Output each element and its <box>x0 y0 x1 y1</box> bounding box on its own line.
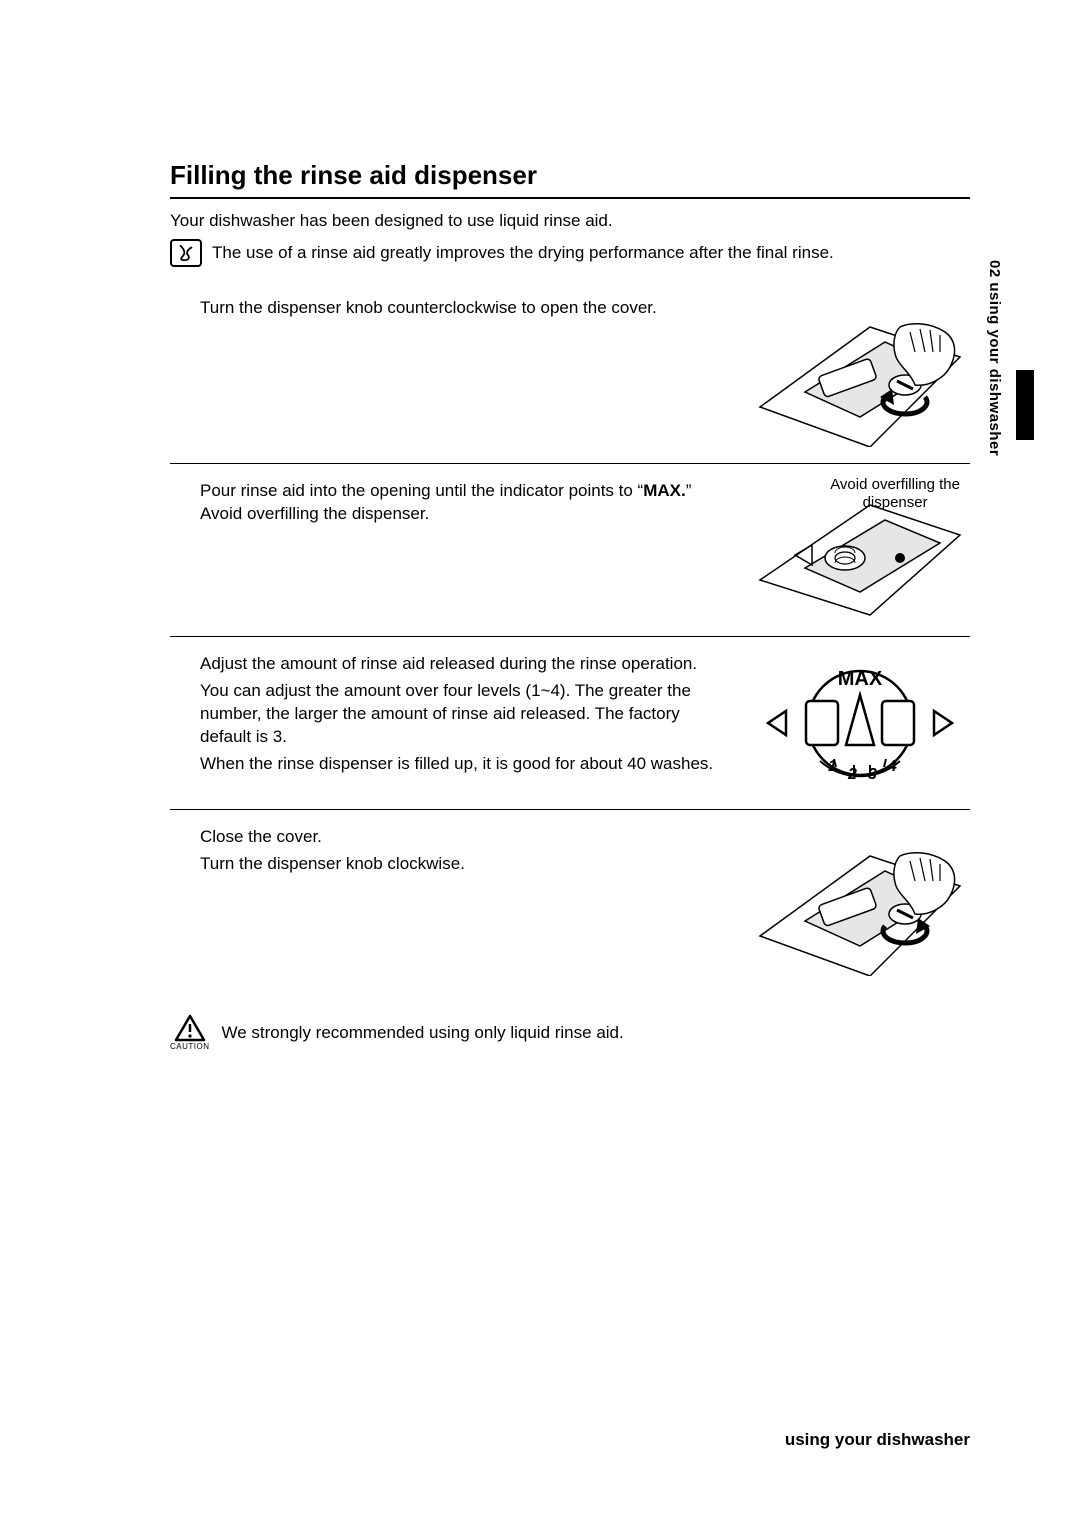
caution-row: CAUTION We strongly recommended using on… <box>170 1014 970 1051</box>
note-icon <box>170 239 202 267</box>
step-1-figure <box>750 297 970 447</box>
step-1: Turn the dispenser knob counterclockwise… <box>170 287 970 457</box>
note-text: The use of a rinse aid greatly improves … <box>212 243 834 263</box>
note-row: The use of a rinse aid greatly improves … <box>170 239 970 267</box>
caution-icon: CAUTION <box>170 1014 210 1051</box>
step-3-figure: MAX 1 2 3 4 <box>750 653 970 793</box>
page-footer: using your dishwasher <box>785 1430 970 1450</box>
section-heading: Filling the rinse aid dispenser <box>170 160 970 191</box>
side-section-tab: 02 using your dishwasher <box>986 260 1010 580</box>
step-4: Close the cover. Turn the dispenser knob… <box>170 816 970 986</box>
svg-text:4: 4 <box>887 758 897 775</box>
step-3: Adjust the amount of rinse aid released … <box>170 643 970 803</box>
step-4-figure <box>750 826 970 976</box>
intro-text: Your dishwasher has been designed to use… <box>170 211 970 231</box>
step-2: Pour rinse aid into the opening until th… <box>170 470 970 630</box>
step-2-text: Pour rinse aid into the opening until th… <box>200 480 730 530</box>
step-3-text: Adjust the amount of rinse aid released … <box>200 653 730 780</box>
side-tab-marker <box>1016 370 1034 440</box>
heading-rule <box>170 197 970 199</box>
step-separator <box>170 809 970 810</box>
step-4-text: Close the cover. Turn the dispenser knob… <box>200 826 730 880</box>
caution-text: We strongly recommended using only liqui… <box>222 1023 624 1043</box>
svg-text:MAX: MAX <box>838 668 883 690</box>
step-1-text: Turn the dispenser knob counterclockwise… <box>200 297 730 324</box>
caution-label: CAUTION <box>170 1042 210 1051</box>
step-separator <box>170 636 970 637</box>
side-tab-text: 02 using your dishwasher <box>986 260 1003 456</box>
step-2-callout: Avoid overfilling the dispenser <box>830 476 960 512</box>
step-separator <box>170 463 970 464</box>
step-2-figure: Avoid overfilling the dispenser <box>750 480 970 620</box>
svg-text:2: 2 <box>847 766 857 783</box>
